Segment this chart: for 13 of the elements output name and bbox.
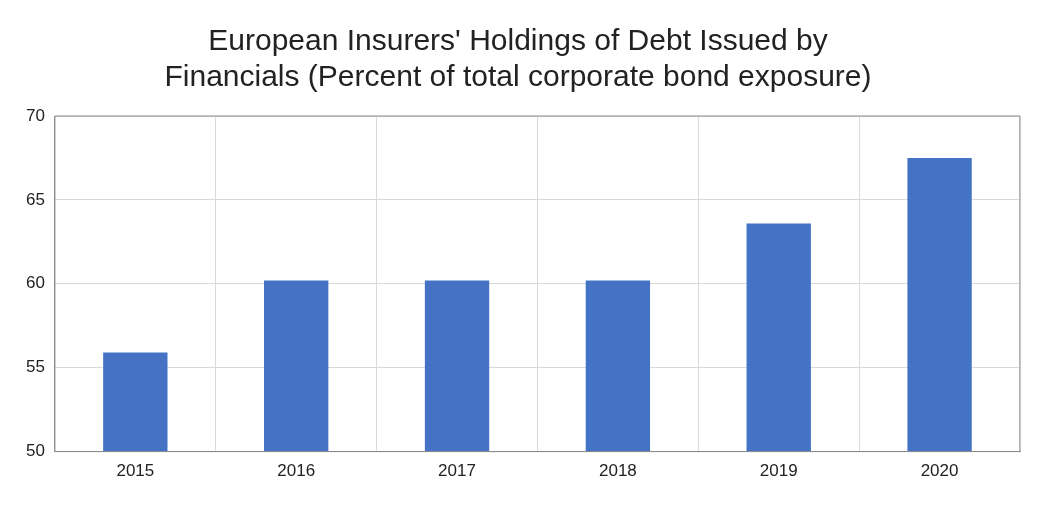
x-tick-label: 2019 bbox=[759, 461, 798, 481]
text: Financials (Percent of total corporate bond exposure) bbox=[164, 59, 872, 93]
x-tick-label: 2015 bbox=[116, 461, 155, 481]
y-tick-label: 50 bbox=[25, 441, 45, 461]
y-tick-label: 65 bbox=[25, 189, 45, 209]
y-tick-label: 60 bbox=[25, 273, 45, 293]
text: European Insurers' Holdings of Debt Issued by bbox=[208, 23, 828, 57]
x-tick-label: 2020 bbox=[920, 461, 959, 481]
x-tick-label: 2016 bbox=[277, 461, 316, 481]
y-tick-label: 55 bbox=[25, 357, 45, 377]
y-tick-label: 70 bbox=[25, 105, 45, 125]
x-tick-label: 2018 bbox=[598, 461, 637, 481]
x-tick-label: 2017 bbox=[438, 461, 476, 481]
